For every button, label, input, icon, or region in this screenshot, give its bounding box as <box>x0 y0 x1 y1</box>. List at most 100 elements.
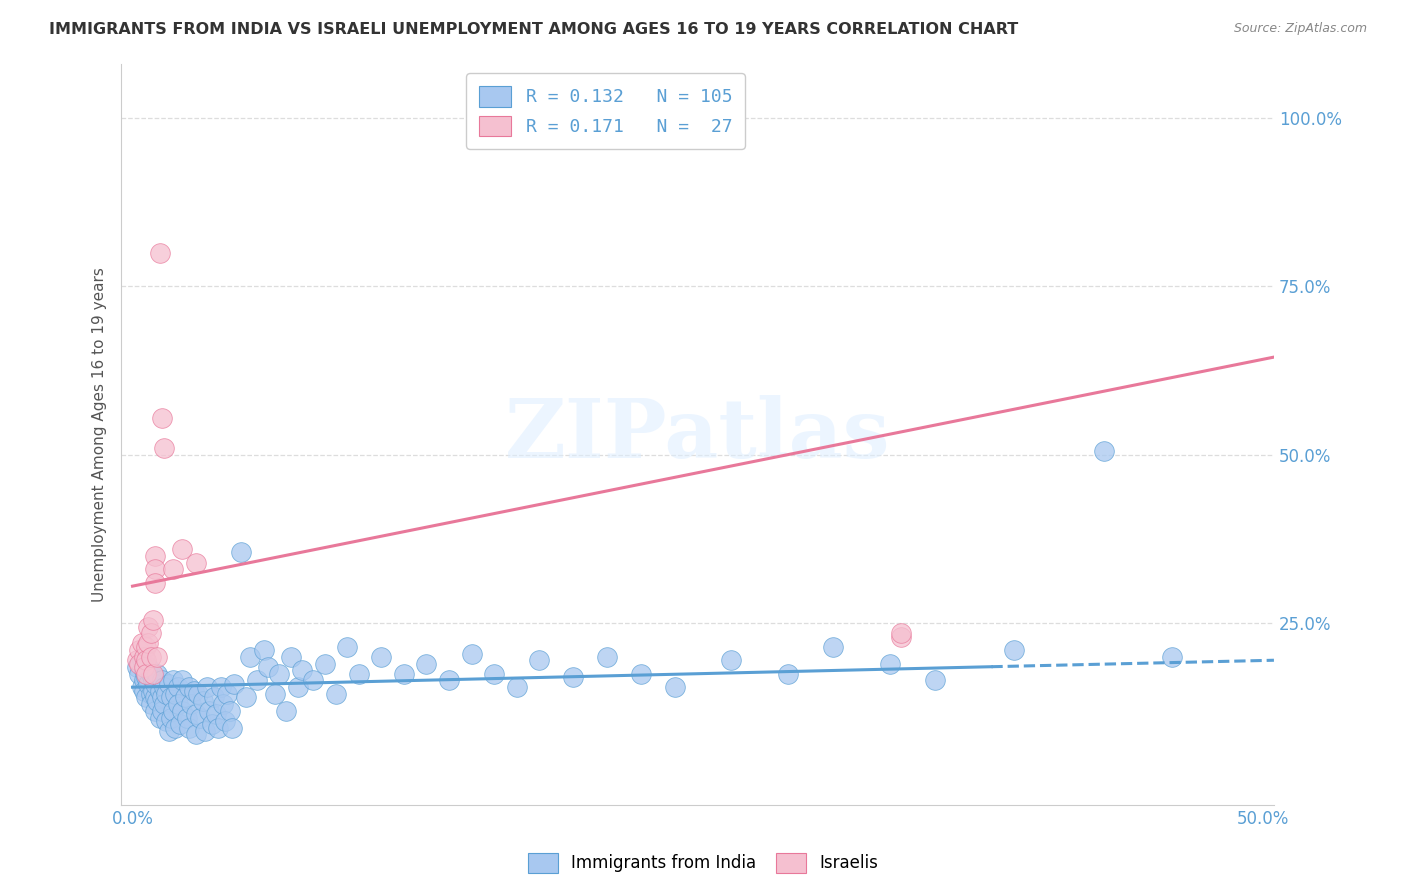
Point <box>529 653 551 667</box>
Point <box>776 666 799 681</box>
Point <box>131 680 153 694</box>
Point <box>562 670 585 684</box>
Point <box>209 680 232 694</box>
Text: IMMIGRANTS FROM INDIA VS ISRAELI UNEMPLOYMENT AMONG AGES 16 TO 19 YEARS CORRELAT: IMMIGRANTS FROM INDIA VS ISRAELI UNEMPLO… <box>49 22 1018 37</box>
Point <box>142 613 165 627</box>
Point <box>146 649 169 664</box>
Point <box>392 666 415 681</box>
Point <box>138 619 160 633</box>
Point <box>143 704 166 718</box>
Point <box>160 710 183 724</box>
Point <box>162 704 184 718</box>
Point <box>177 680 200 694</box>
Point <box>165 687 187 701</box>
Point <box>201 717 224 731</box>
Point <box>139 626 162 640</box>
Point <box>879 657 901 671</box>
Point <box>257 660 280 674</box>
Point <box>155 714 177 728</box>
Point <box>128 666 150 681</box>
Point <box>207 721 229 735</box>
Point <box>184 727 207 741</box>
Point <box>336 640 359 654</box>
Point <box>291 664 314 678</box>
Point <box>131 636 153 650</box>
Point <box>205 707 228 722</box>
Point <box>596 649 619 664</box>
Point <box>194 723 217 738</box>
Point <box>138 660 160 674</box>
Point <box>252 643 274 657</box>
Point <box>135 653 157 667</box>
Point <box>150 704 173 718</box>
Point <box>125 660 148 674</box>
Point <box>135 640 157 654</box>
Point <box>139 666 162 681</box>
Legend: Immigrants from India, Israelis: Immigrants from India, Israelis <box>522 847 884 880</box>
Point <box>157 723 180 738</box>
Point <box>177 721 200 735</box>
Point <box>202 690 225 705</box>
Point <box>150 410 173 425</box>
Point <box>214 714 236 728</box>
Point <box>218 704 240 718</box>
Point <box>1161 649 1184 664</box>
Point <box>132 683 155 698</box>
Point <box>162 562 184 576</box>
Point <box>183 683 205 698</box>
Point <box>482 666 505 681</box>
Text: Source: ZipAtlas.com: Source: ZipAtlas.com <box>1233 22 1367 36</box>
Point <box>132 660 155 674</box>
Point <box>187 687 209 701</box>
Point <box>146 693 169 707</box>
Point <box>188 710 211 724</box>
Point <box>125 653 148 667</box>
Point <box>139 687 162 701</box>
Point <box>184 556 207 570</box>
Point <box>269 666 291 681</box>
Point <box>415 657 437 671</box>
Point <box>347 666 370 681</box>
Point <box>276 704 298 718</box>
Point <box>142 673 165 688</box>
Point <box>437 673 460 688</box>
Point <box>166 697 188 711</box>
Point <box>132 649 155 664</box>
Point <box>135 666 157 681</box>
Point <box>139 649 162 664</box>
Point <box>143 549 166 563</box>
Point <box>165 721 187 735</box>
Point <box>217 687 239 701</box>
Point <box>162 673 184 688</box>
Point <box>246 673 269 688</box>
Point <box>924 673 946 688</box>
Point <box>506 680 529 694</box>
Legend: R = 0.132   N = 105, R = 0.171   N =  27: R = 0.132 N = 105, R = 0.171 N = 27 <box>465 73 745 149</box>
Point <box>221 721 243 735</box>
Point <box>138 636 160 650</box>
Point <box>720 653 742 667</box>
Point <box>153 680 176 694</box>
Point <box>160 690 183 705</box>
Point <box>143 562 166 576</box>
Point <box>890 626 912 640</box>
Point <box>229 545 252 559</box>
Point <box>287 680 309 694</box>
Point <box>191 693 214 707</box>
Point <box>212 697 235 711</box>
Point <box>143 677 166 691</box>
Point <box>180 697 202 711</box>
Point <box>153 697 176 711</box>
Point <box>280 649 302 664</box>
Point <box>302 673 325 688</box>
Point <box>157 677 180 691</box>
Point <box>184 707 207 722</box>
Point <box>370 649 392 664</box>
Point <box>239 649 262 664</box>
Point <box>1002 643 1025 657</box>
Point <box>172 673 194 688</box>
Point <box>149 245 172 260</box>
Point <box>264 687 287 701</box>
Point <box>142 683 165 698</box>
Point <box>172 704 194 718</box>
